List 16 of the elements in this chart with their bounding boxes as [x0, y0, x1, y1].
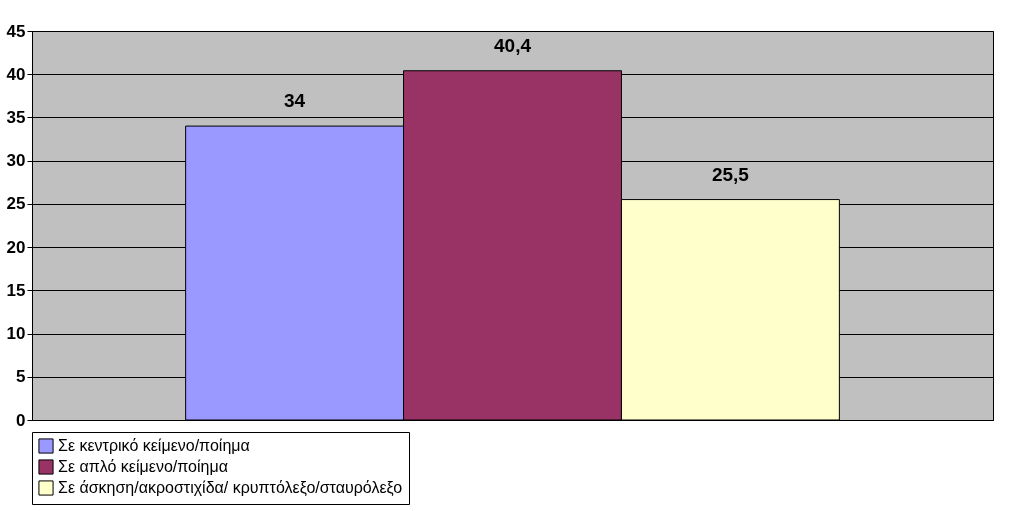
y-tick-label: 15: [6, 280, 26, 300]
y-tick-label: 0: [16, 410, 26, 430]
legend-label: Σε άσκηση/ακροστιχίδα/ κρυπτόλεξο/σταυρόλεξο: [58, 479, 403, 497]
y-tick-label: 20: [6, 237, 26, 257]
y-tick-label: 35: [6, 107, 26, 127]
data-label: 25,5: [711, 163, 750, 185]
data-label: 34: [284, 90, 306, 112]
y-tick-label: 30: [6, 151, 26, 171]
legend-label: Σε απλό κείμενο/ποίημα: [58, 458, 228, 475]
y-tick-label: 45: [6, 21, 26, 41]
y-tick-label: 5: [16, 367, 26, 387]
data-label: 40,4: [494, 34, 532, 56]
legend-label: Σε κεντρικό κείμενο/ποίημα: [58, 437, 250, 454]
y-tick-label: 40: [6, 64, 26, 84]
y-tick-label: 25: [6, 194, 26, 214]
y-tick-label: 10: [6, 324, 26, 344]
